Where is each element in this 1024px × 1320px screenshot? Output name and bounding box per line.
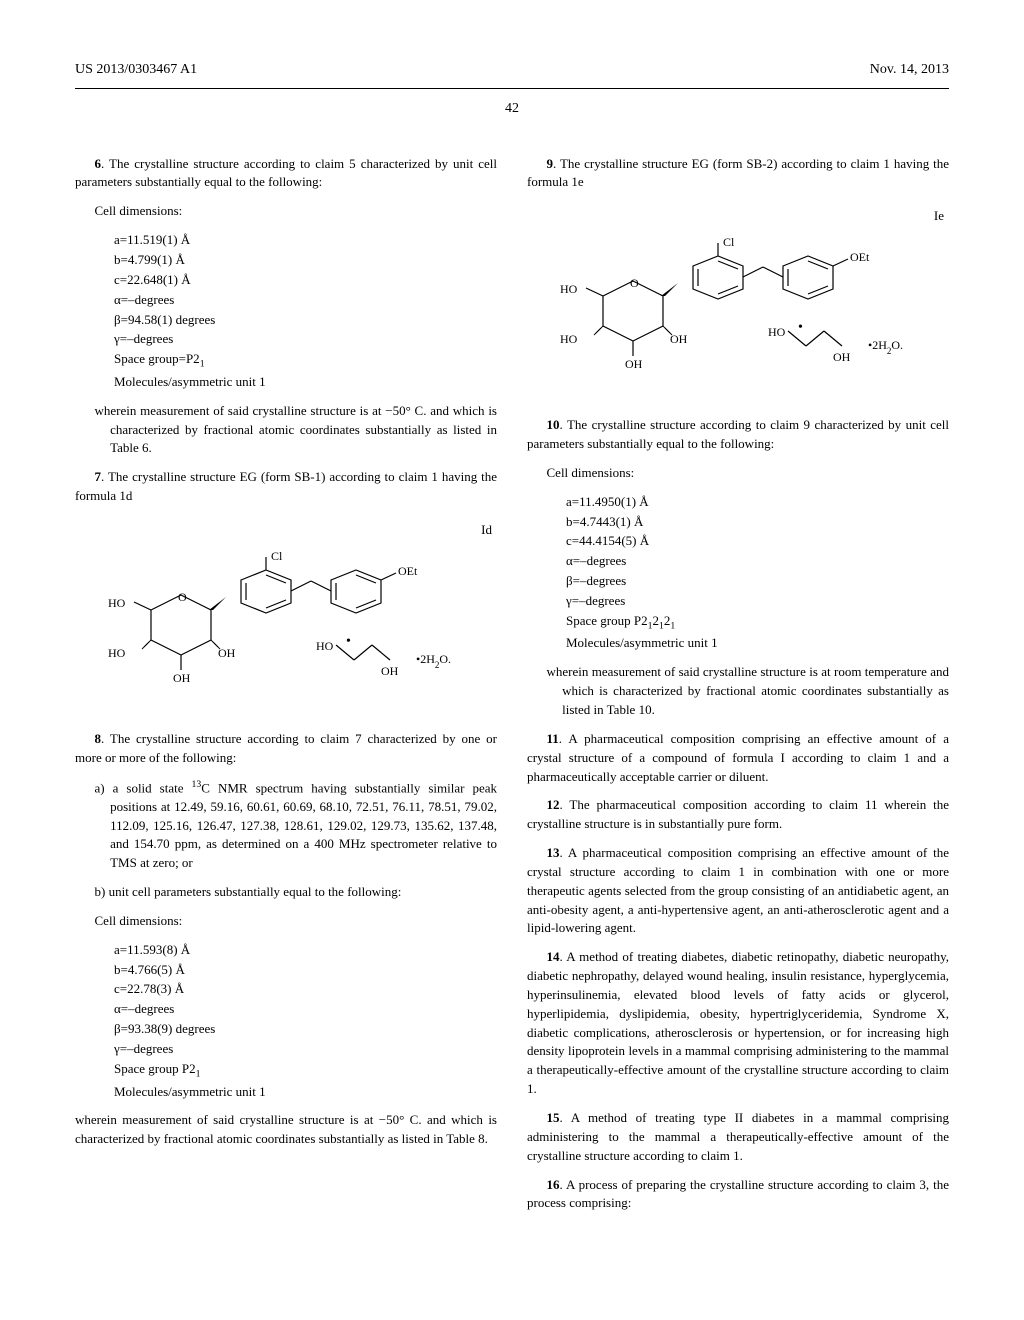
oh-wedge-2: OH xyxy=(670,332,688,346)
svg-text:OEt: OEt xyxy=(398,564,418,578)
header-divider xyxy=(75,88,949,89)
c10-a: a=11.4950(1) Å xyxy=(566,493,949,512)
c10-gamma: γ=–degrees xyxy=(566,592,949,611)
publication-date: Nov. 14, 2013 xyxy=(870,60,949,80)
right-column: 9. The crystalline structure EG (form SB… xyxy=(527,155,949,1224)
claim-10-intro: 10. The crystalline structure according … xyxy=(527,416,949,454)
cell-c: c=22.648(1) Å xyxy=(114,271,497,290)
claim-8-wherein: wherein measurement of said crystalline … xyxy=(75,1111,497,1149)
cell-dimensions-label: Cell dimensions: xyxy=(95,202,498,221)
claim-text: The crystalline structure according to c… xyxy=(75,156,497,190)
ho-wedge: HO⁠ xyxy=(108,646,126,660)
hydrate-2: •2H2O. xyxy=(868,338,903,356)
formula-label-Id: Id xyxy=(75,521,497,540)
chemical-structure-Id: O HO HO⁠ OH xyxy=(96,545,476,715)
c10-molunit: Molecules/asymmetric unit 1 xyxy=(566,634,949,653)
claim-9: 9. The crystalline structure EG (form SB… xyxy=(527,155,949,193)
claim-text: The pharmaceutical composition according… xyxy=(527,797,949,831)
claim-text: The crystalline structure EG (form SB-1)… xyxy=(75,469,497,503)
claim-16: 16. A process of preparing the crystalli… xyxy=(527,1176,949,1214)
c10-b: b=4.7443(1) Å xyxy=(566,513,949,532)
claim-8a: a) a solid state 13C NMR spectrum having… xyxy=(95,778,498,874)
c8-sg: Space group P21 xyxy=(114,1060,497,1082)
c10-sg: Space group P212121 xyxy=(566,612,949,634)
svg-text:HO: HO xyxy=(768,325,786,339)
svg-text:HO: HO xyxy=(316,639,334,653)
svg-text:O: O xyxy=(178,590,187,604)
formula-Id: Id O HO HO⁠ xyxy=(75,521,497,715)
claim-8-intro: 8. The crystalline structure according t… xyxy=(75,730,497,768)
claim-8b: b) unit cell parameters substantially eq… xyxy=(95,883,498,902)
claim-text: A process of preparing the crystalline s… xyxy=(527,1177,949,1211)
cell-dimensions-label-8: Cell dimensions: xyxy=(95,912,498,931)
c8-c: c=22.78(3) Å xyxy=(114,980,497,999)
c10-alpha: α=–degrees xyxy=(566,552,949,571)
c8-molunit: Molecules/asymmetric unit 1 xyxy=(114,1083,497,1102)
claim-14: 14. A method of treating diabetes, diabe… xyxy=(527,948,949,1099)
claim-6-intro: 6. The crystalline structure according t… xyxy=(75,155,497,193)
page-number: 42 xyxy=(75,99,949,119)
claim-text: A pharmaceutical composition comprising … xyxy=(527,845,949,935)
c10-beta: β=–degrees xyxy=(566,572,949,591)
svg-text:OH: OH xyxy=(173,671,191,685)
patent-number: US 2013/0303467 A1 xyxy=(75,60,197,80)
cell-gamma: γ=–degrees xyxy=(114,330,497,349)
cell-a: a=11.519(1) Å xyxy=(114,231,497,250)
claim-11: 11. A pharmaceutical composition compris… xyxy=(527,730,949,787)
claim-text: A pharmaceutical composition comprising … xyxy=(527,731,949,784)
svg-text:HO: HO xyxy=(560,282,578,296)
svg-text:O: O xyxy=(630,276,639,290)
svg-text:OH: OH xyxy=(625,357,643,371)
svg-text:HO: HO xyxy=(108,596,126,610)
cell-dimensions-label-10: Cell dimensions: xyxy=(547,464,950,483)
claim-10-wherein: wherein measurement of said crystalline … xyxy=(547,663,950,720)
svg-text:Cl: Cl xyxy=(723,235,735,249)
hydrate: •2H2O. xyxy=(416,652,451,670)
c8-alpha: α=–degrees xyxy=(114,1000,497,1019)
claim-7: 7. The crystalline structure EG (form SB… xyxy=(75,468,497,506)
svg-text:•: • xyxy=(346,634,351,649)
svg-text:Cl: Cl xyxy=(271,549,283,563)
svg-text:OEt: OEt xyxy=(850,250,870,264)
claim-text: A method of treating diabetes, diabetic … xyxy=(527,949,949,1096)
c8-b: b=4.766(5) Å xyxy=(114,961,497,980)
claim-12: 12. The pharmaceutical composition accor… xyxy=(527,796,949,834)
space-group: Space group=P21 xyxy=(114,350,497,372)
ho-wedge-2: HO xyxy=(560,332,578,346)
cell-b: b=4.799(1) Å xyxy=(114,251,497,270)
claim-text: The crystalline structure EG (form SB-2)… xyxy=(527,156,949,190)
oh-wedge: ⁠OH xyxy=(218,646,236,660)
claim-text: The crystalline structure according to c… xyxy=(527,417,949,451)
cell-alpha: α=–degrees xyxy=(114,291,497,310)
two-column-layout: 6. The crystalline structure according t… xyxy=(75,155,949,1224)
claim-13: 13. A pharmaceutical composition compris… xyxy=(527,844,949,938)
c8-gamma: γ=–degrees xyxy=(114,1040,497,1059)
svg-text:•: • xyxy=(798,320,803,335)
left-column: 6. The crystalline structure according t… xyxy=(75,155,497,1224)
c8-beta: β=93.38(9) degrees xyxy=(114,1020,497,1039)
cell-beta: β=94.58(1) degrees xyxy=(114,311,497,330)
c10-c: c=44.4154(5) Å xyxy=(566,532,949,551)
svg-text:OH: OH xyxy=(833,350,851,364)
claim-15: 15. A method of treating type II diabete… xyxy=(527,1109,949,1166)
c8-a: a=11.593(8) Å xyxy=(114,941,497,960)
claim-text: The crystalline structure according to c… xyxy=(75,731,497,765)
svg-text:OH: OH xyxy=(381,664,399,678)
claim-text: A method of treating type II diabetes in… xyxy=(527,1110,949,1163)
chemical-structure-Ie: O HO HO OH OH xyxy=(548,231,928,401)
page-header: US 2013/0303467 A1 Nov. 14, 2013 xyxy=(75,60,949,80)
formula-label-Ie: Ie xyxy=(527,207,949,226)
formula-Ie: Ie O HO HO OH xyxy=(527,207,949,401)
claim-6-wherein: wherein measurement of said crystalline … xyxy=(95,402,498,459)
mol-unit: Molecules/asymmetric unit 1 xyxy=(114,373,497,392)
